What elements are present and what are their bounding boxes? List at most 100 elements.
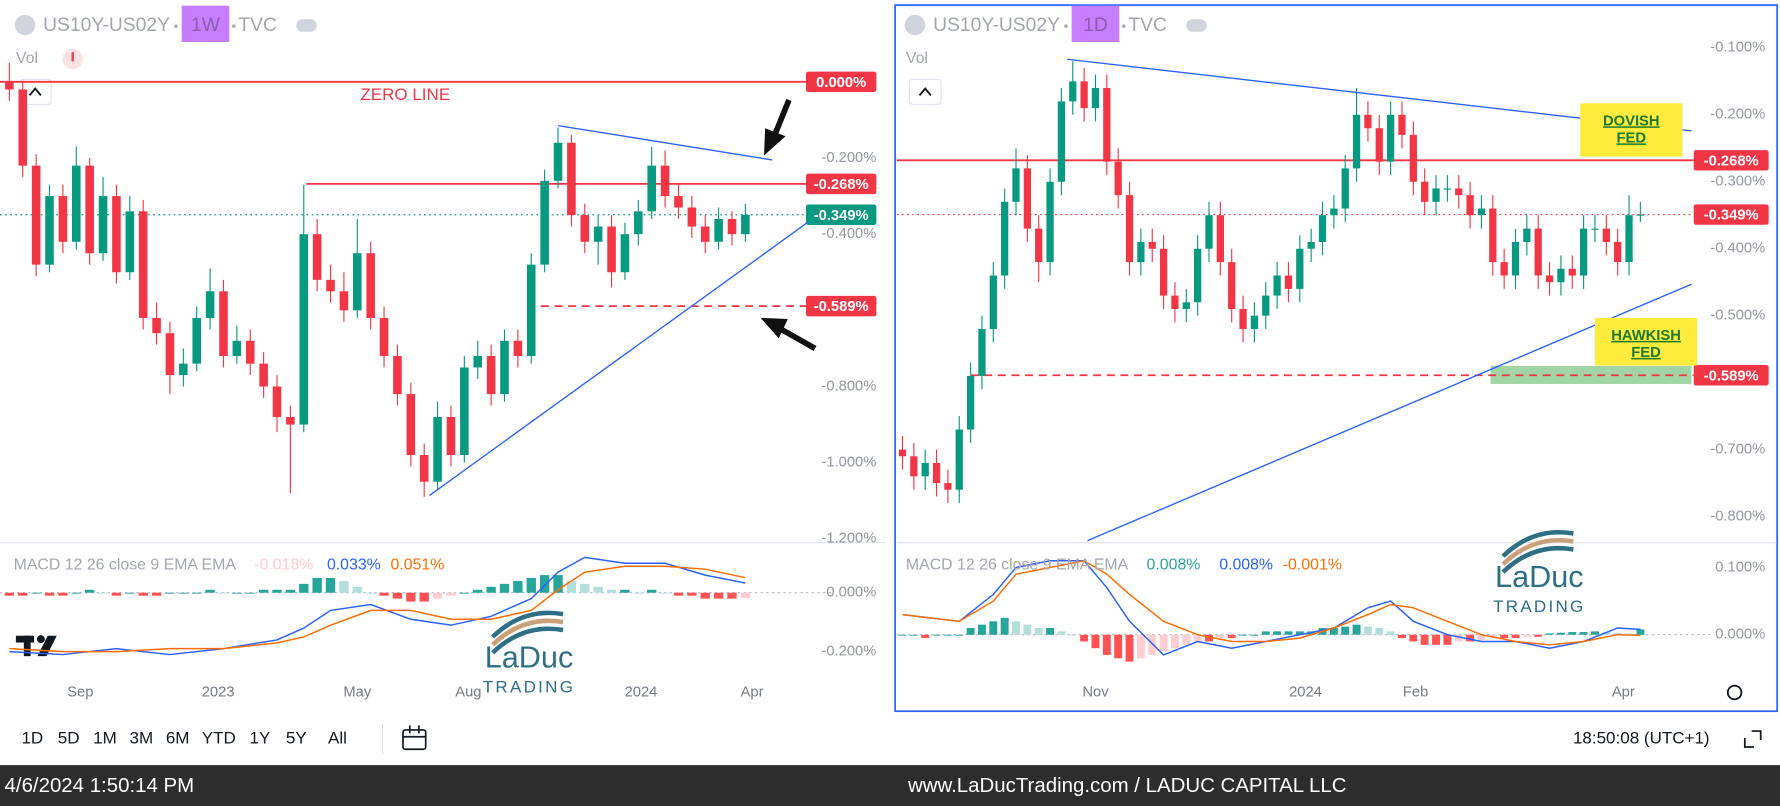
candle-body (232, 340, 242, 357)
candle-body (687, 207, 697, 227)
macd-histogram-bar (272, 589, 282, 593)
logo-waves (491, 610, 564, 655)
y-tick-label: -0.800% (1710, 508, 1765, 524)
range-button[interactable]: 1Y (250, 729, 271, 748)
candle-body (165, 333, 175, 376)
range-button[interactable]: 5D (58, 729, 80, 748)
candle-body (1625, 215, 1633, 263)
range-button[interactable]: 1M (93, 729, 117, 748)
candle-body (700, 226, 710, 242)
macd-signal-line (902, 560, 1641, 646)
candle-body (674, 196, 683, 208)
hide-button[interactable] (1186, 19, 1207, 32)
candle-body (1023, 168, 1031, 229)
candle-body (1466, 195, 1474, 216)
candle-body (1477, 208, 1486, 216)
candle-body (1001, 201, 1009, 276)
macd-histogram-bar (1227, 634, 1236, 639)
macd-histogram-bar (1443, 634, 1452, 645)
collapse-button[interactable] (908, 78, 942, 106)
candle-body (1352, 114, 1361, 169)
symbol-icon (14, 14, 36, 36)
macd-histogram-bar (1102, 634, 1111, 655)
candle-body (741, 214, 750, 235)
candle-body (607, 226, 616, 273)
candle-body (1205, 215, 1213, 249)
price-label: -0.349% (1704, 208, 1759, 224)
macd-histogram-bar (312, 577, 322, 593)
candle-body (660, 165, 670, 197)
macd-histogram-bar (921, 634, 930, 639)
candle-body (393, 356, 402, 395)
x-tick-label: Nov (1082, 684, 1109, 700)
price-label: -0.268% (1704, 153, 1759, 169)
macd-histogram-bar (1114, 634, 1123, 659)
macd-histogram-bar (325, 577, 336, 593)
candle-body (1091, 88, 1100, 109)
macd-histogram-bar (1148, 634, 1157, 655)
candle-body (1046, 181, 1054, 263)
macd-histogram-bar (943, 634, 952, 636)
x-tick-label: 2024 (1289, 684, 1322, 700)
clock[interactable]: 18:50:08 (UTC+1) (1573, 729, 1710, 748)
annotation-box (1594, 317, 1698, 366)
interval[interactable]: 1W (191, 15, 221, 36)
macd-histogram-bar (125, 592, 135, 594)
logo-tagline: TRADING (483, 677, 575, 696)
candle-body (526, 264, 536, 357)
price-label-box (1693, 204, 1769, 225)
macd-histogram-bar (687, 592, 697, 596)
macd-histogram-bar (18, 592, 28, 596)
range-button[interactable]: All (328, 729, 347, 748)
volume-label: Vol (906, 50, 928, 67)
candle-body (567, 142, 576, 216)
x-tick-label: 2023 (202, 684, 235, 700)
price-label: -0.589% (1704, 368, 1759, 384)
candle-body (1523, 228, 1531, 243)
macd-histogram-bar (1216, 634, 1225, 639)
range-button[interactable]: 1D (21, 729, 43, 748)
interval-highlight (1071, 5, 1120, 43)
macd-histogram-bar (459, 592, 470, 594)
candle-body (553, 142, 563, 181)
candle-body (1534, 228, 1542, 276)
macd-histogram-bar (1012, 621, 1020, 635)
macd-histogram-bar (580, 583, 590, 593)
macd-histogram-bar (1170, 634, 1179, 649)
candle-body (433, 416, 442, 482)
range-button[interactable]: 6M (166, 729, 190, 748)
macd-histogram-bar (1205, 634, 1213, 642)
macd-histogram-bar (955, 634, 964, 636)
range-button[interactable]: 3M (130, 729, 154, 748)
candle-body (1386, 114, 1395, 162)
macd-tick-label: 0.100% (1715, 559, 1765, 575)
macd-histogram-bar (898, 634, 907, 636)
hide-button[interactable] (296, 19, 317, 32)
range-button[interactable]: 5Y (286, 729, 307, 748)
macd-histogram-bar (1068, 634, 1077, 636)
logo-name: LaDuc (1495, 560, 1584, 594)
indicator-value: -0.018% (254, 557, 313, 574)
date-range-icon[interactable] (402, 725, 427, 751)
candle-body (312, 234, 322, 280)
macd-histogram-bar (1534, 634, 1543, 637)
macd-histogram-bar (966, 628, 975, 635)
macd-histogram-bar (98, 592, 108, 594)
interval[interactable]: 1D (1083, 15, 1108, 36)
range-button[interactable]: YTD (202, 729, 236, 748)
candle-body (921, 462, 929, 477)
y-tick-label: -0.100% (1710, 40, 1765, 56)
macd-histogram-bar (473, 589, 483, 593)
fullscreen-icon[interactable] (1743, 730, 1762, 748)
macd-histogram-bar (245, 592, 255, 594)
macd-histogram-bar (1409, 634, 1418, 642)
y-tick-label: -0.200% (1710, 107, 1765, 123)
macd-histogram-bar (111, 592, 122, 596)
macd-histogram-bar (379, 592, 389, 596)
macd-histogram-bar (1386, 631, 1395, 635)
macd-histogram-bar (486, 586, 496, 593)
settings-icon[interactable] (1726, 684, 1743, 701)
y-tick-label: -0.400% (821, 226, 876, 242)
macd-histogram-bar (151, 592, 162, 596)
macd-histogram-bar (1636, 629, 1645, 635)
